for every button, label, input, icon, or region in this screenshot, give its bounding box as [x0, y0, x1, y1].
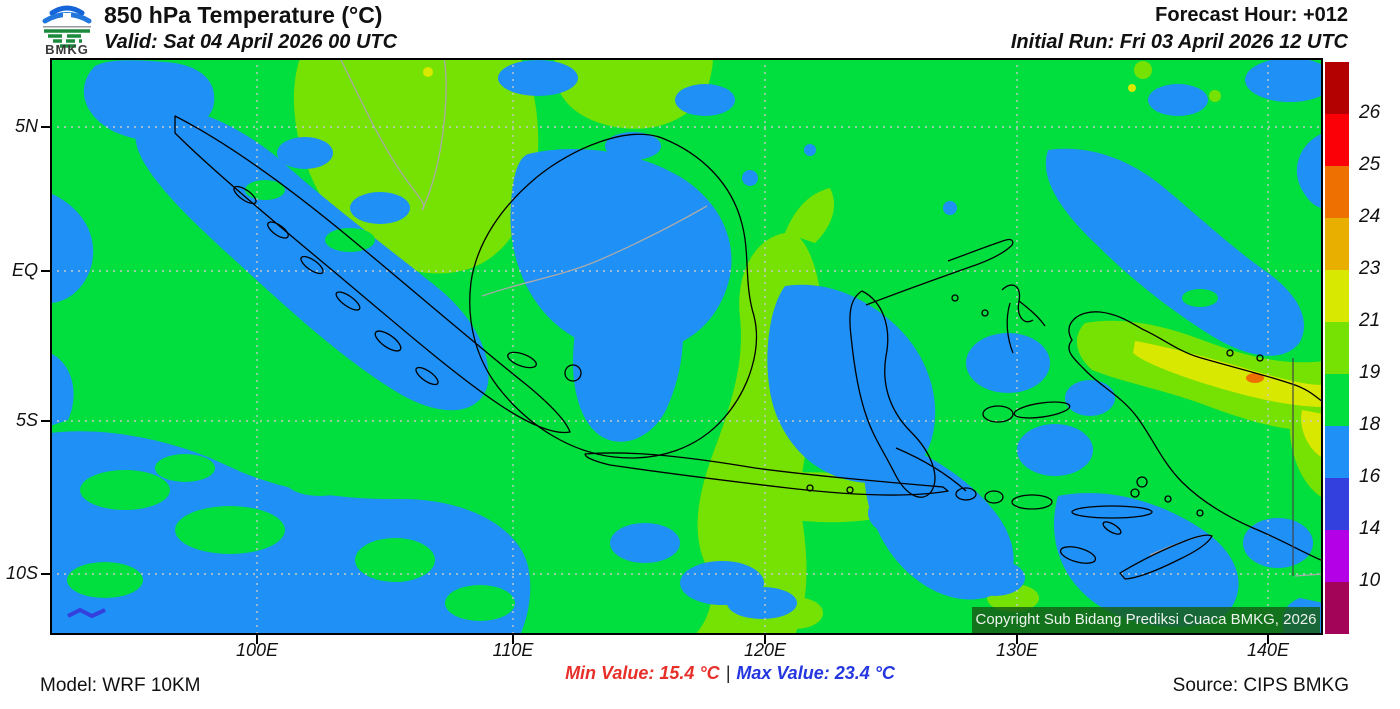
- colorbar-label: 18: [1359, 414, 1381, 435]
- minmax-values: Min Value: 15.4 °C | Max Value: 23.4 °C: [500, 663, 960, 684]
- colorbar-segment: [1325, 374, 1349, 426]
- copyright-note: Copyright Sub Bidang Prediksi Cuaca BMKG…: [972, 607, 1320, 633]
- lon-tick: [764, 635, 766, 644]
- bmkg-logo-icon: [42, 5, 92, 48]
- lon-tick: [256, 635, 258, 644]
- source-label: Source: CIPS BMKG: [1172, 675, 1349, 696]
- lon-tick: [1267, 635, 1269, 644]
- minmax-separator: |: [725, 663, 731, 683]
- colorbar-label: 16: [1359, 466, 1381, 487]
- forecast-hour-label: Forecast Hour: +012: [1155, 4, 1348, 26]
- lon-label-110e: 110E: [492, 640, 534, 660]
- colorbar-segment: [1325, 530, 1349, 582]
- lon-label-100e: 100E: [235, 640, 279, 660]
- colorbar-label: 19: [1359, 362, 1381, 383]
- colorbar-label: 21: [1359, 310, 1381, 331]
- lon-label-120e: 120E: [743, 640, 787, 660]
- bmkg-logo: BMKG: [36, 1, 98, 57]
- colorbar-segment: [1325, 114, 1349, 166]
- bmkg-logo-label: BMKG: [45, 42, 89, 57]
- colorbar-segment: [1325, 582, 1349, 634]
- min-value-label: Min Value: 15.4 °C: [565, 663, 720, 683]
- model-label: Model: WRF 10KM: [40, 675, 201, 696]
- initial-run-label: Initial Run: Fri 03 April 2026 12 UTC: [1010, 31, 1348, 53]
- lat-tick: [41, 420, 50, 422]
- colorbar-label: 25: [1359, 154, 1381, 175]
- lat-tick: [41, 270, 50, 272]
- colorbar-segment: [1325, 426, 1349, 478]
- colorbar-segment: [1325, 62, 1349, 114]
- lon-tick: [512, 635, 514, 644]
- lon-label-140e: 140E: [1246, 640, 1290, 660]
- colorbar-label: 24: [1359, 206, 1381, 227]
- colorbar-label: 26: [1359, 102, 1381, 123]
- page-title: 850 hPa Temperature (°C): [104, 2, 383, 28]
- lat-label-5s: 5S: [15, 410, 38, 430]
- colorbar-segment: [1325, 322, 1349, 374]
- lat-label-5n: 5N: [14, 116, 38, 136]
- lat-label-eq: EQ: [11, 260, 38, 280]
- colorbar: 26 25 24 23 21 19 18 16 14 10: [1325, 62, 1380, 634]
- colorbar-label: 23: [1359, 258, 1381, 279]
- colorbar-segment: [1325, 218, 1349, 270]
- colorbar-label: 10: [1359, 570, 1381, 591]
- temperature-field: [50, 58, 1323, 635]
- colorbar-segment: [1325, 478, 1349, 530]
- max-value-label: Max Value: 23.4 °C: [736, 663, 895, 683]
- valid-time-label: Valid: Sat 04 April 2026 00 UTC: [104, 31, 398, 53]
- colorbar-segment: [1325, 166, 1349, 218]
- lon-label-130e: 130E: [995, 640, 1039, 660]
- lat-label-10s: 10S: [5, 563, 38, 583]
- lat-tick: [41, 573, 50, 575]
- lat-tick: [41, 126, 50, 128]
- lon-tick: [1016, 635, 1018, 644]
- colorbar-segment: [1325, 270, 1349, 322]
- colorbar-label: 14: [1359, 518, 1381, 539]
- map-canvas: [50, 58, 1323, 635]
